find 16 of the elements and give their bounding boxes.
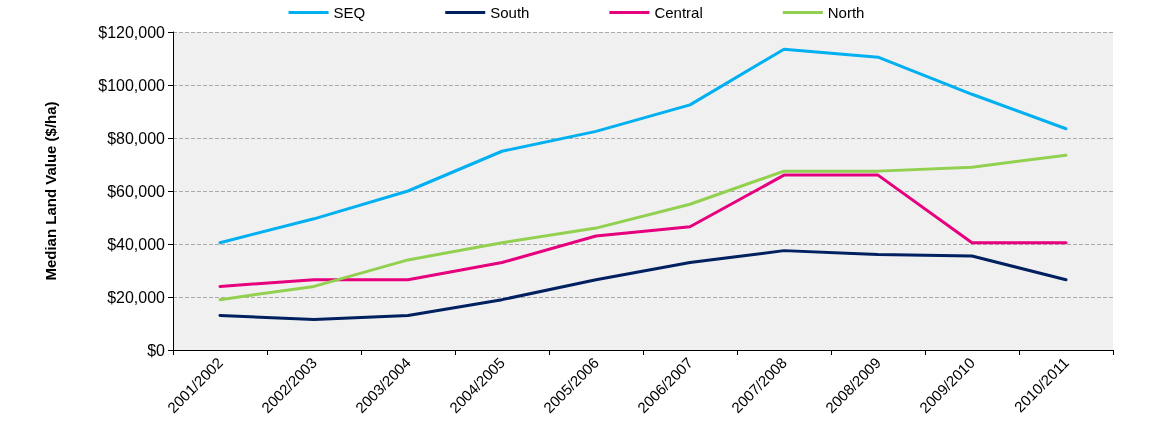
legend-label: Central bbox=[654, 4, 703, 21]
y-axis-title: Median Land Value ($/ha) bbox=[42, 101, 59, 281]
y-tick-label: $20,000 bbox=[107, 288, 166, 306]
legend-label: North bbox=[827, 4, 865, 21]
line-series bbox=[218, 249, 1068, 322]
y-tick-label: $80,000 bbox=[107, 129, 166, 147]
y-tick-label: $40,000 bbox=[107, 235, 166, 253]
legend-label: SEQ bbox=[333, 4, 366, 21]
line-series bbox=[218, 47, 1068, 245]
y-tick-label: $100,000 bbox=[98, 76, 166, 94]
y-tick-label: $60,000 bbox=[107, 182, 166, 200]
legend-label: South bbox=[490, 4, 530, 21]
line-series bbox=[218, 173, 1068, 288]
line-series bbox=[218, 153, 1068, 302]
y-tick-label: $0 bbox=[147, 341, 166, 359]
y-tick-label: $120,000 bbox=[98, 23, 166, 41]
